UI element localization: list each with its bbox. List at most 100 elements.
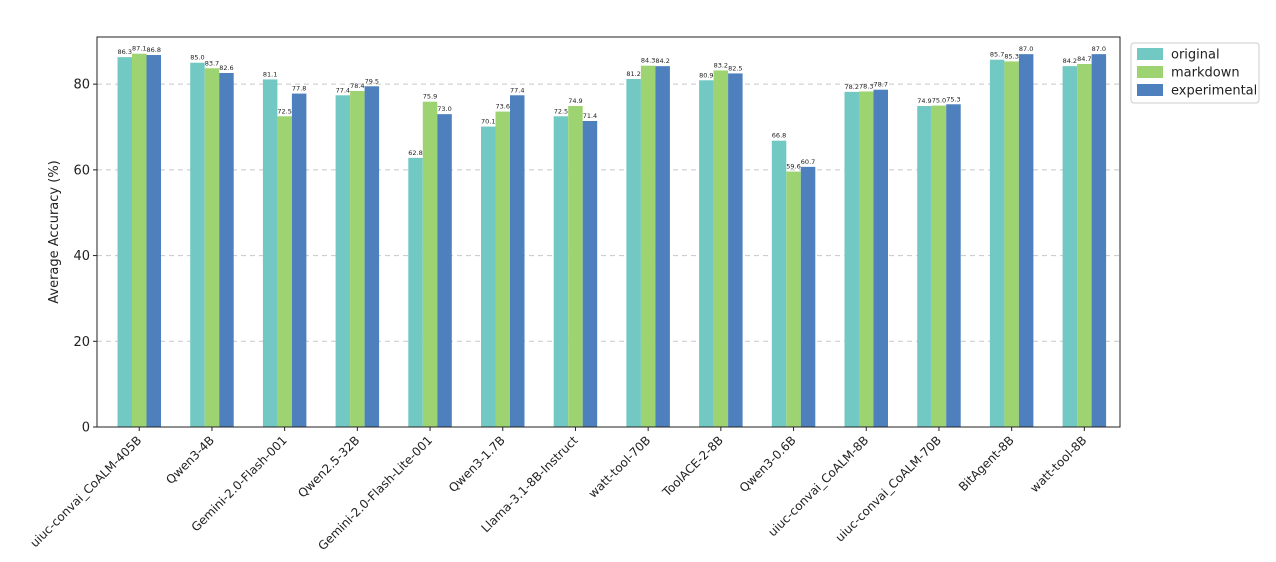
x-axis: uiuc-convai_CoALM-405B Qwen3-4BGemini-2.0… — [28, 427, 1089, 553]
legend-swatch-experimental — [1137, 84, 1163, 96]
bar-value-label: 75.3 — [946, 95, 960, 103]
y-tick-label: 0 — [82, 421, 90, 436]
bar-markdown — [568, 106, 583, 427]
bar-experimental — [510, 95, 525, 428]
y-tick-label: 80 — [73, 78, 90, 93]
bar-value-label: 74.9 — [917, 97, 931, 105]
legend: original markdown experimental — [1130, 42, 1260, 104]
bar-markdown — [350, 91, 365, 427]
bar-value-label: 75.9 — [423, 93, 437, 101]
bar-markdown — [859, 91, 874, 427]
bar-experimental — [728, 73, 743, 427]
bar-value-label: 82.5 — [728, 64, 742, 72]
bar-value-label: 75.0 — [932, 97, 946, 105]
bar-markdown — [422, 101, 438, 427]
bar-value-label: 78.3 — [859, 82, 873, 90]
bar-value-label: 81.2 — [626, 70, 640, 78]
bar-value-label: 79.5 — [365, 77, 379, 85]
bar-value-label: 59.6 — [786, 163, 800, 171]
y-axis-label: Average Accuracy (%) — [47, 160, 62, 304]
bar-value-label: 77.4 — [336, 86, 350, 94]
bar-value-label: 85.7 — [990, 51, 1004, 59]
bar-value-label: 78.2 — [845, 83, 859, 91]
bar-original — [190, 62, 205, 427]
bar-value-label: 72.5 — [277, 107, 291, 115]
bar-experimental — [800, 166, 816, 427]
y-tick-label: 40 — [73, 249, 90, 264]
bar-value-label: 81.1 — [263, 70, 277, 78]
bar-original — [553, 116, 569, 428]
legend-swatch-markdown — [1137, 66, 1163, 78]
legend-swatch-original — [1137, 48, 1163, 60]
x-tick-label: watt-tool-70B — [586, 433, 654, 501]
bar-value-label: 84.7 — [1077, 55, 1091, 63]
y-tick-label: 60 — [73, 163, 90, 178]
x-tick-label: Qwen2.5-32B — [295, 433, 362, 500]
bar-value-label: 85.0 — [190, 54, 204, 62]
bar-experimental — [1018, 54, 1034, 428]
bar-original — [699, 80, 714, 428]
bar-markdown — [640, 65, 656, 427]
bar-markdown — [132, 53, 147, 427]
bar-value-label: 80.9 — [699, 71, 713, 79]
bar-experimental — [1091, 54, 1107, 428]
legend-label-experimental: experimental — [1171, 84, 1257, 99]
bar-value-label: 83.2 — [714, 61, 728, 69]
x-tick-label: uiuc-convai_CoALM-405B — [28, 433, 145, 550]
bar-original — [335, 95, 351, 428]
bar-experimental — [655, 66, 670, 428]
bar-original — [117, 57, 132, 428]
bar-markdown — [713, 70, 729, 427]
x-tick-label: BitAgent-8B — [956, 433, 1017, 494]
bar-original — [626, 79, 641, 427]
bar-value-label: 87.0 — [1019, 45, 1033, 53]
data-labels: 86.3 87.1 86.8 85.083.782.6 81.1 72.5 77.8 77.4… — [118, 45, 1107, 171]
bar-value-label: 82.6 — [219, 64, 233, 72]
bar-value-label: 84.2 — [1063, 57, 1077, 65]
bar-original — [917, 106, 932, 427]
legend-label-original: original — [1171, 48, 1220, 63]
x-tick-label: ToolACE-2-8B — [659, 433, 726, 500]
bar-experimental — [437, 114, 452, 428]
bar-original — [989, 59, 1005, 427]
bar-value-label: 77.4 — [510, 86, 524, 94]
bar-value-label: 71.4 — [583, 112, 597, 120]
legend-label-markdown: markdown — [1171, 66, 1240, 81]
y-axis: 0 20 40 60 80 — [73, 78, 97, 436]
bar-value-label: 60.7 — [801, 158, 815, 166]
bar-original — [408, 157, 423, 427]
bar-original — [262, 79, 278, 427]
plot-frame — [96, 36, 1121, 428]
bar-value-label: 78.7 — [874, 81, 888, 89]
bar-value-label: 77.8 — [292, 85, 306, 93]
bar-value-label: 83.7 — [205, 59, 219, 67]
bar-original — [1062, 66, 1078, 428]
bar-markdown — [277, 116, 292, 428]
x-tick-label: Qwen3-4B — [163, 433, 217, 487]
bar-value-label: 74.9 — [568, 97, 582, 105]
bar-value-label: 73.6 — [496, 103, 510, 111]
bar-experimental — [364, 86, 380, 428]
bars — [117, 53, 1107, 428]
bar-value-label: 72.5 — [554, 107, 568, 115]
bar-original — [481, 126, 496, 428]
bar-value-label: 84.3 — [641, 57, 655, 65]
x-tick-label: watt-tool-8B — [1027, 433, 1089, 495]
bar-value-label: 70.1 — [481, 118, 495, 126]
bar-value-label: 73.0 — [437, 105, 451, 113]
bar-value-label: 62.8 — [408, 149, 422, 157]
x-tick-label: Qwen3-0.6B — [737, 433, 799, 495]
bar-value-label: 78.4 — [350, 82, 364, 90]
bar-experimental — [946, 104, 961, 428]
bar-value-label: 85.3 — [1004, 52, 1018, 60]
bar-markdown — [1004, 61, 1019, 428]
bar-value-label: 86.8 — [147, 46, 161, 54]
bar-original — [771, 140, 787, 427]
x-tick-label: Qwen3-1.7B — [446, 433, 508, 495]
bar-markdown — [495, 111, 510, 428]
bar-value-label: 66.8 — [772, 132, 786, 140]
bar-markdown — [931, 105, 947, 428]
bar-experimental — [582, 121, 598, 427]
